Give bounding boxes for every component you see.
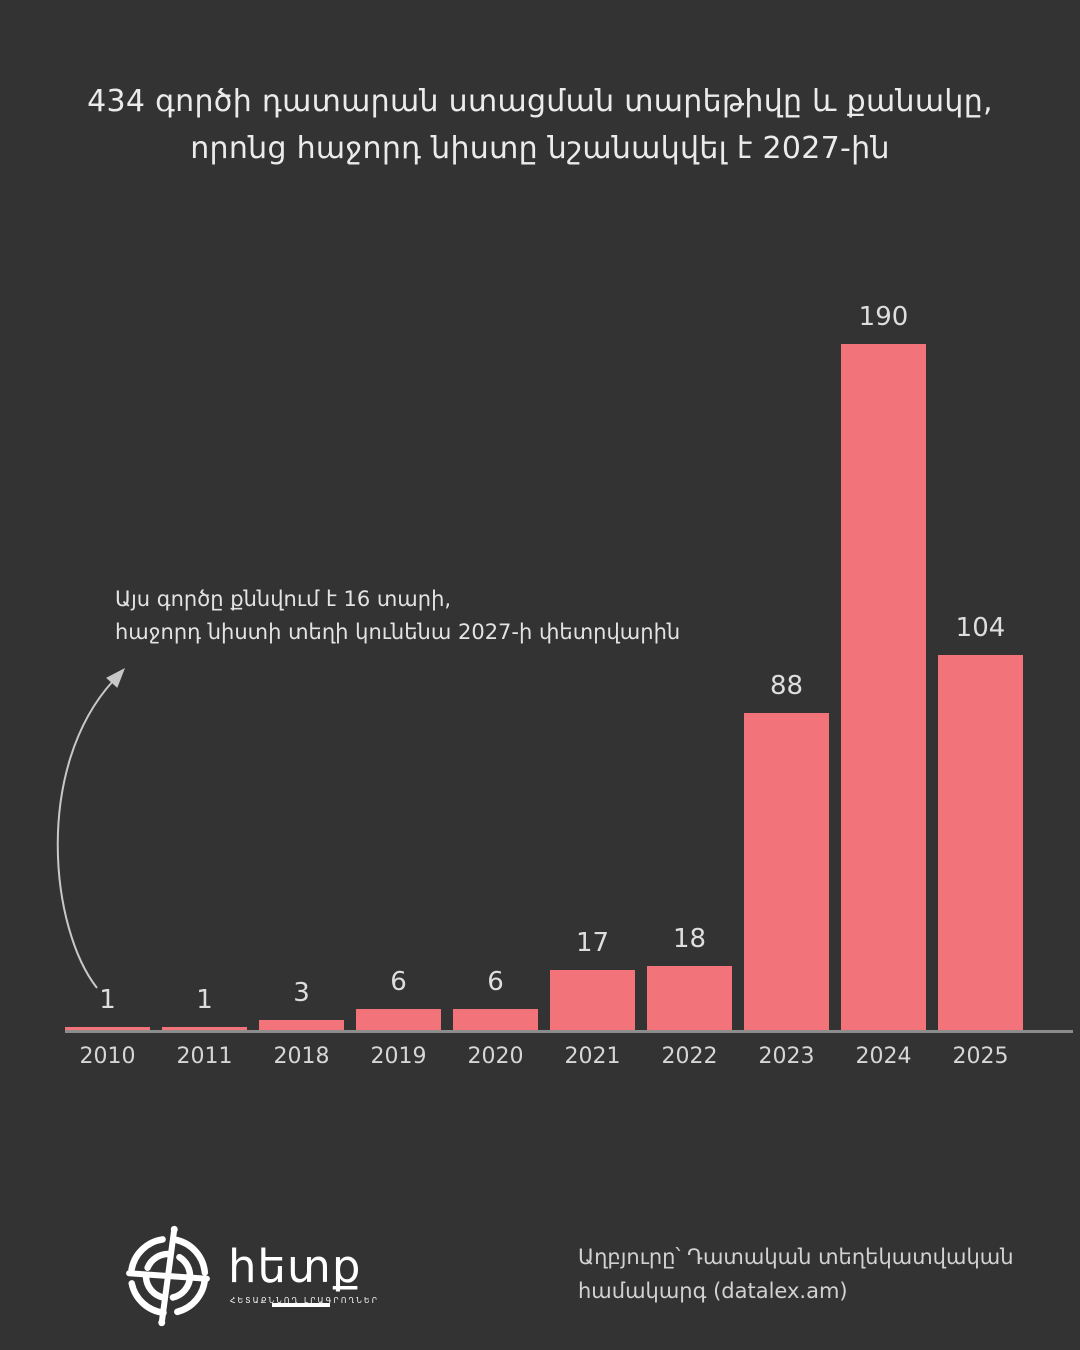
x-axis-label: 2011 bbox=[176, 1044, 233, 1069]
bar-value-label: 6 bbox=[487, 967, 504, 997]
bar bbox=[356, 1009, 441, 1031]
curved-arrow bbox=[56, 668, 125, 989]
bar-column: 1 2010 bbox=[65, 344, 150, 1069]
x-axis-label: 2019 bbox=[370, 1044, 427, 1069]
x-axis-line bbox=[65, 1030, 1073, 1033]
bar-column: 1 2011 bbox=[162, 344, 247, 1069]
bar-value-label: 18 bbox=[672, 924, 707, 954]
bar bbox=[744, 713, 829, 1031]
annotation-line-1: Այս գործը քննվում է 16 տարի, bbox=[115, 587, 452, 611]
bar-value-label: 88 bbox=[769, 671, 804, 701]
hetq-logo: հետք ՀԵՏԱՔՆՆՈՂ ԼՐԱԳՐՈՂՆԵՐ bbox=[116, 1224, 380, 1328]
x-axis-label: 2024 bbox=[855, 1044, 912, 1069]
bar-column: 88 2023 bbox=[744, 344, 829, 1069]
bar-column: 6 2019 bbox=[356, 344, 441, 1069]
bar bbox=[65, 1027, 150, 1031]
x-axis-label: 2018 bbox=[273, 1044, 330, 1069]
title-line-2: որոնց հաջորդ նիստը նշանակվել է 2027-ին bbox=[190, 131, 890, 167]
bar bbox=[841, 344, 926, 1031]
bar-value-label: 3 bbox=[293, 978, 310, 1008]
bar-value-label: 1 bbox=[196, 985, 213, 1015]
chart-annotation: Այս գործը քննվում է 16 տարի, հաջորդ նիստ… bbox=[115, 583, 680, 649]
bar-column: 104 2025 bbox=[938, 344, 1023, 1069]
logo-tagline: ՀԵՏԱՔՆՆՈՂ ԼՐԱԳՐՈՂՆԵՐ bbox=[230, 1296, 380, 1305]
bar-value-label: 6 bbox=[390, 967, 407, 997]
page-title: 434 գործի դատարան ստացման տարեթիվը և քան… bbox=[0, 78, 1080, 172]
source-line-1: Աղբյուրը՝ Դատական տեղեկատվական bbox=[578, 1245, 1014, 1269]
bar-column: 190 2024 bbox=[841, 302, 926, 1069]
x-axis-label: 2025 bbox=[952, 1044, 1009, 1069]
bars: 1 2010 1 2011 3 2018 6 2019 6 2020 17 2021 18 2022 88 2… bbox=[65, 302, 1023, 1069]
logo-underline bbox=[272, 1303, 330, 1307]
bar-value-label: 190 bbox=[858, 302, 909, 332]
title-line-1: 434 գործի դատարան ստացման տարեթիվը և քան… bbox=[87, 84, 993, 120]
x-axis-label: 2023 bbox=[758, 1044, 815, 1069]
bar-column: 18 2022 bbox=[647, 344, 732, 1069]
globe-compass-icon bbox=[126, 1225, 210, 1327]
source-attribution: Աղբյուրը՝ Դատական տեղեկատվական համակարգ … bbox=[578, 1240, 1014, 1308]
bar-chart: 1 2010 1 2011 3 2018 6 2019 6 2020 17 2021 18 2022 88 2… bbox=[65, 302, 1073, 1069]
annotation-line-2: հաջորդ նիստի տեղի կունենա 2027-ի փետրվար… bbox=[115, 620, 681, 644]
x-axis-label: 2022 bbox=[661, 1044, 718, 1069]
x-axis-label: 2021 bbox=[564, 1044, 621, 1069]
x-axis-label: 2010 bbox=[79, 1044, 136, 1069]
bar bbox=[162, 1027, 247, 1031]
bar bbox=[938, 655, 1023, 1031]
bar bbox=[453, 1009, 538, 1031]
bar-value-label: 1 bbox=[99, 985, 116, 1015]
x-axis-label: 2020 bbox=[467, 1044, 524, 1069]
bar bbox=[550, 970, 635, 1031]
bar-column: 6 2020 bbox=[453, 344, 538, 1069]
bar bbox=[647, 966, 732, 1031]
source-line-2: համակարգ (datalex.am) bbox=[578, 1279, 848, 1303]
bar-value-label: 104 bbox=[955, 613, 1006, 643]
bar bbox=[259, 1020, 344, 1031]
bar-column: 17 2021 bbox=[550, 344, 635, 1069]
bar-column: 3 2018 bbox=[259, 344, 344, 1069]
bar-value-label: 17 bbox=[575, 928, 610, 958]
logo-wordmark: հետք bbox=[228, 1240, 362, 1293]
